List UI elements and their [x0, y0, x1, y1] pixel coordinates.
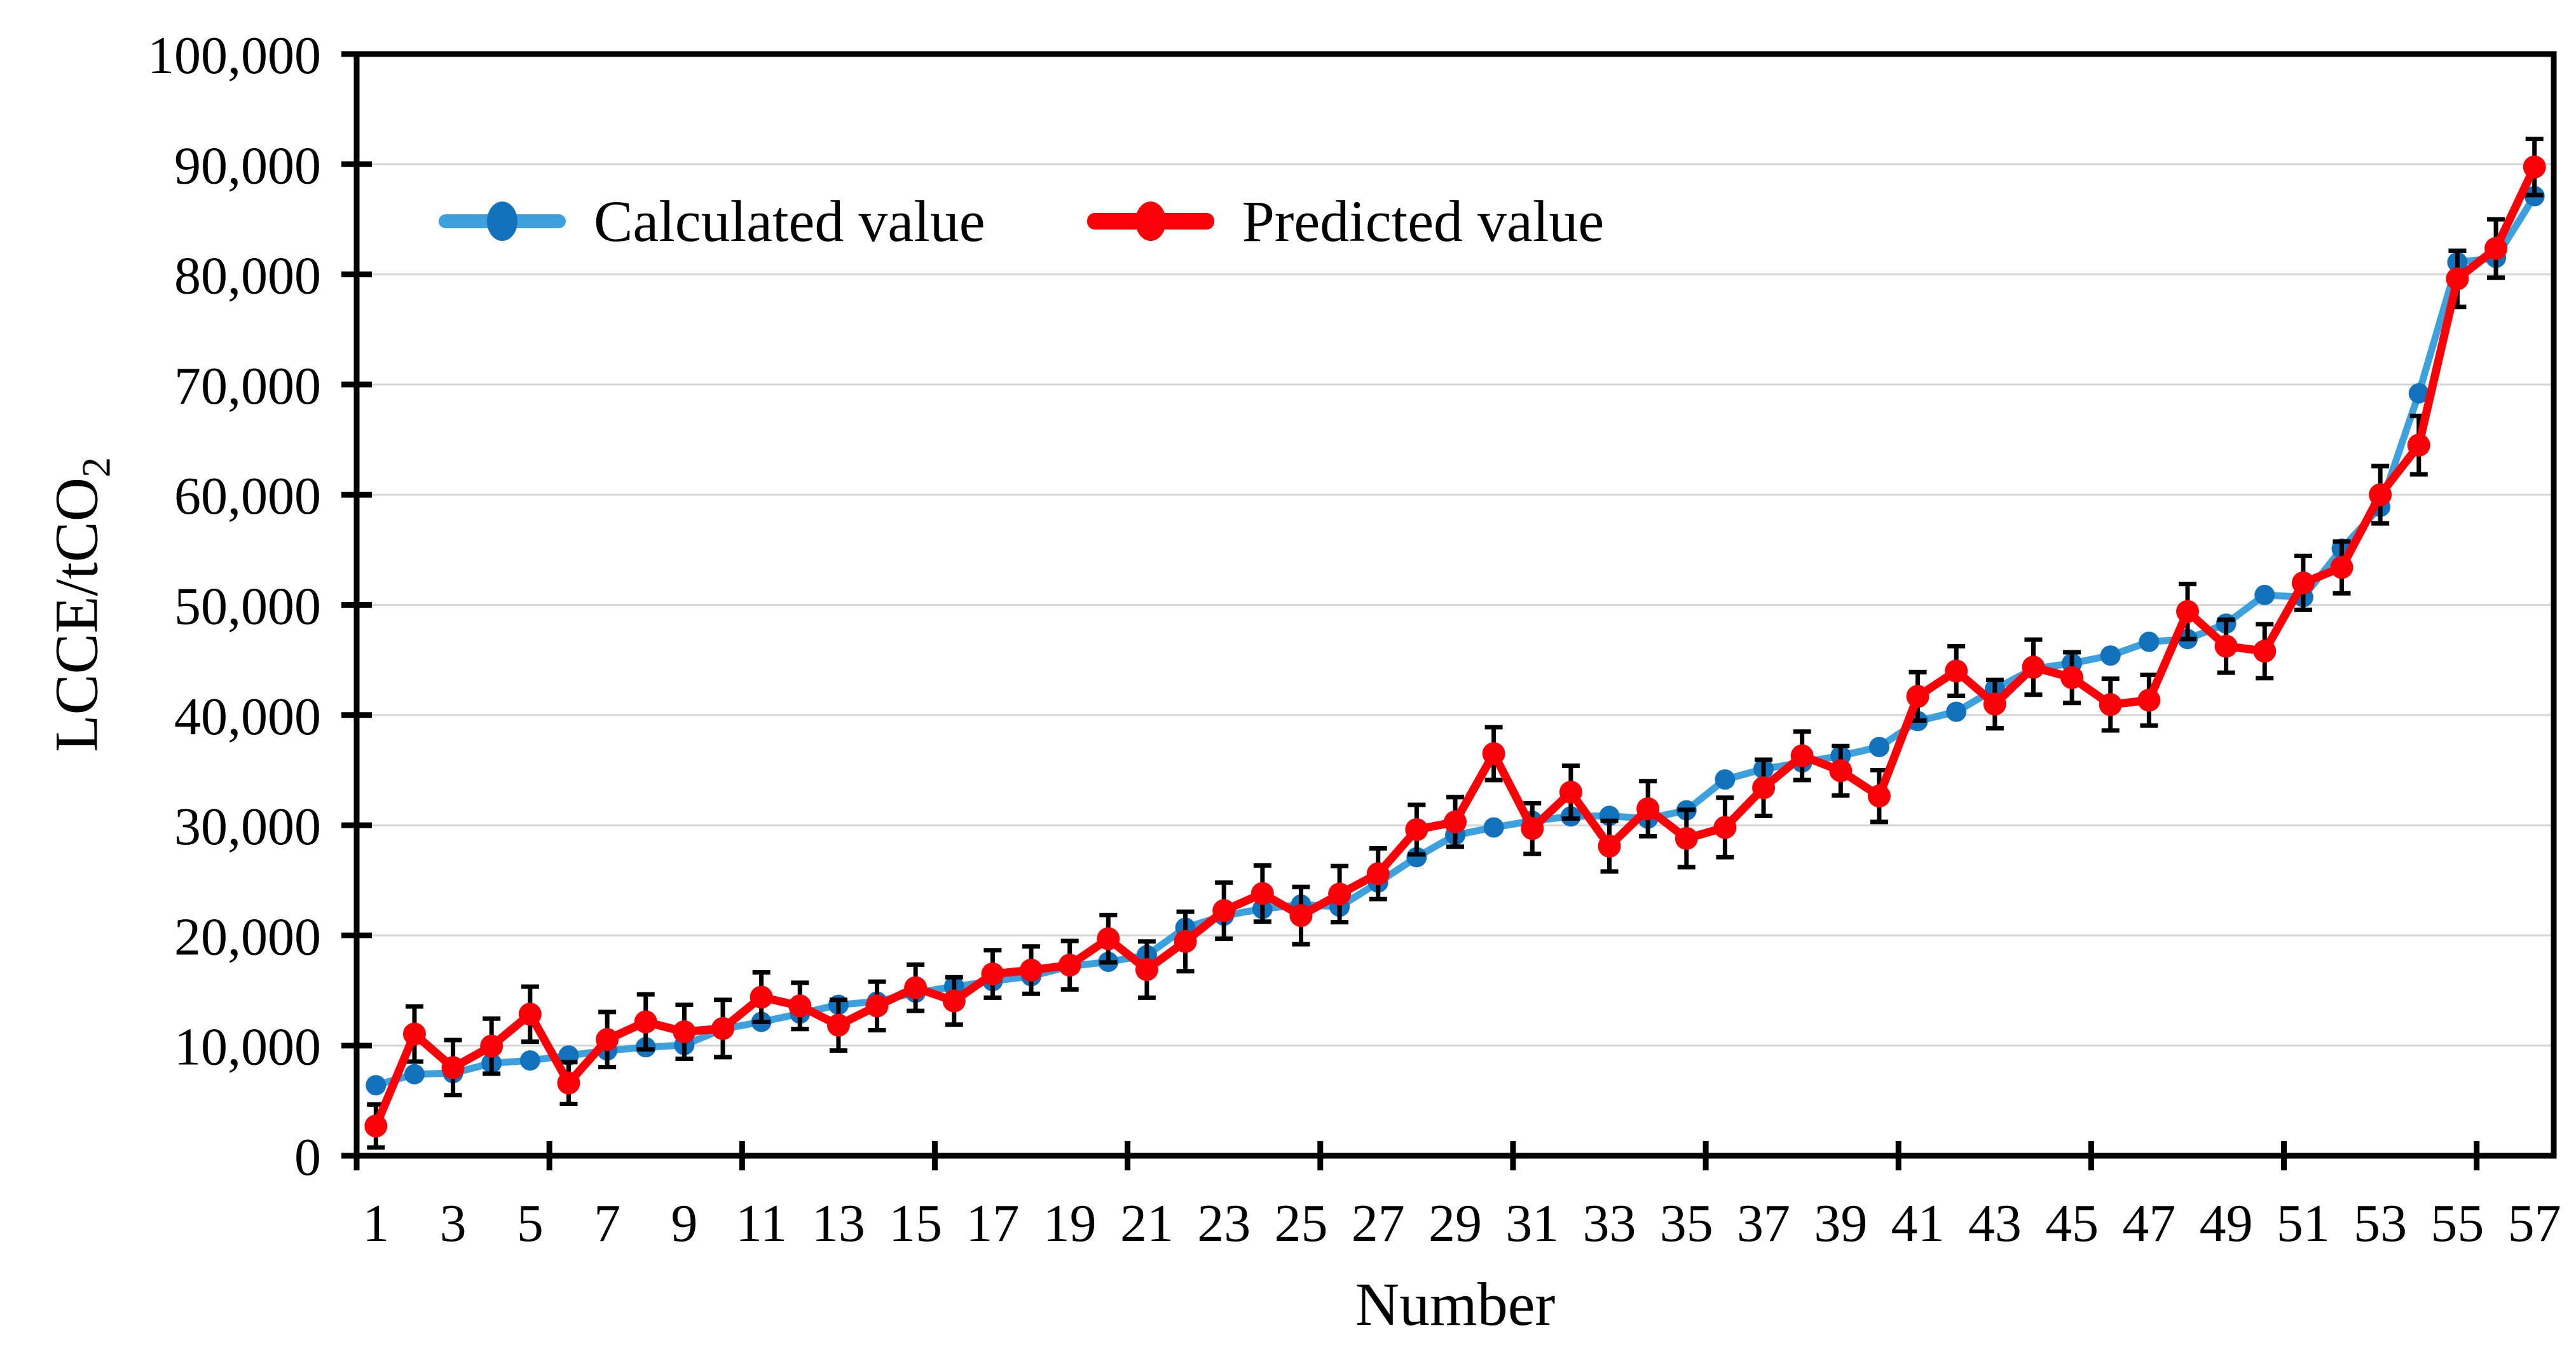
svg-text:17: 17 [966, 1194, 1019, 1253]
svg-text:19: 19 [1043, 1194, 1097, 1253]
svg-text:57: 57 [2508, 1194, 2561, 1253]
svg-text:40,000: 40,000 [174, 687, 321, 746]
x-axis-title: Number [1355, 1270, 1556, 1338]
svg-text:27: 27 [1352, 1194, 1405, 1253]
svg-text:31: 31 [1505, 1194, 1559, 1253]
svg-text:33: 33 [1583, 1194, 1636, 1253]
svg-text:10,000: 10,000 [174, 1018, 321, 1077]
svg-text:100,000: 100,000 [147, 26, 321, 85]
predicted-series-marker-icon [1086, 201, 1214, 242]
svg-text:3: 3 [440, 1194, 467, 1253]
svg-text:7: 7 [594, 1194, 620, 1253]
svg-text:55: 55 [2430, 1194, 2484, 1253]
chart-legend: Calculated value Predicted value [439, 192, 1604, 250]
svg-text:70,000: 70,000 [174, 357, 321, 416]
svg-text:43: 43 [1968, 1194, 2022, 1253]
svg-text:25: 25 [1274, 1194, 1327, 1253]
svg-text:53: 53 [2353, 1194, 2407, 1253]
svg-text:21: 21 [1120, 1194, 1174, 1253]
legend-item-predicted: Predicted value [1086, 189, 1605, 254]
svg-text:90,000: 90,000 [174, 136, 321, 195]
svg-text:50,000: 50,000 [174, 577, 321, 636]
svg-text:29: 29 [1428, 1194, 1482, 1253]
svg-text:51: 51 [2277, 1194, 2330, 1253]
svg-text:20,000: 20,000 [174, 907, 321, 966]
svg-text:30,000: 30,000 [174, 797, 321, 856]
svg-text:13: 13 [812, 1194, 865, 1253]
svg-text:41: 41 [1891, 1194, 1945, 1253]
svg-text:5: 5 [517, 1194, 544, 1253]
legend-label-predicted: Predicted value [1242, 189, 1605, 254]
legend-label-calculated: Calculated value [594, 189, 985, 254]
svg-text:9: 9 [671, 1194, 697, 1253]
svg-text:80,000: 80,000 [174, 247, 321, 306]
svg-text:37: 37 [1737, 1194, 1790, 1253]
svg-text:35: 35 [1660, 1194, 1713, 1253]
svg-text:49: 49 [2200, 1194, 2253, 1253]
svg-text:11: 11 [736, 1194, 787, 1253]
svg-text:23: 23 [1197, 1194, 1250, 1253]
svg-text:60,000: 60,000 [174, 467, 321, 526]
y-axis-title: LCCE/tCO2 [42, 456, 119, 753]
svg-text:45: 45 [2045, 1194, 2099, 1253]
svg-text:47: 47 [2122, 1194, 2175, 1253]
legend-item-calculated: Calculated value [439, 192, 985, 250]
svg-text:39: 39 [1814, 1194, 1867, 1253]
svg-text:15: 15 [889, 1194, 942, 1253]
svg-text:0: 0 [294, 1128, 321, 1187]
calculated-series-marker-icon [439, 201, 566, 242]
svg-text:1: 1 [362, 1194, 389, 1253]
